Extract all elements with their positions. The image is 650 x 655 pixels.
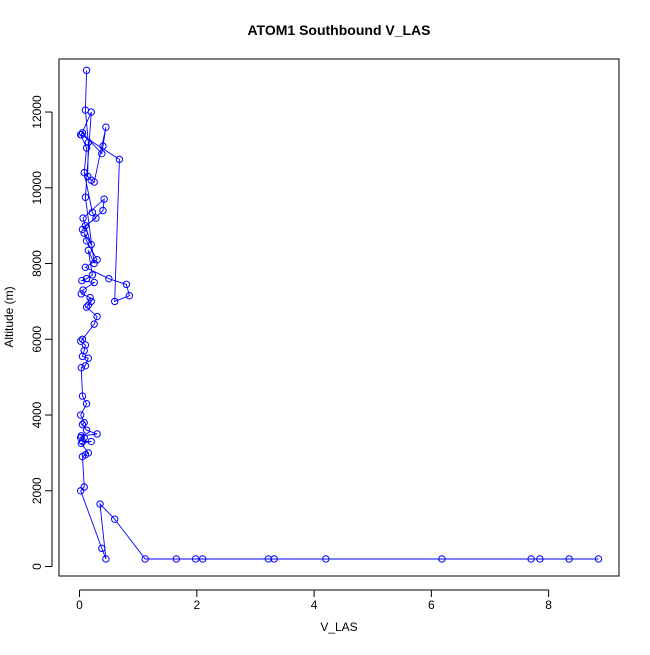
data-point: [84, 354, 93, 362]
data-point: [594, 555, 603, 563]
data-point: [90, 259, 98, 268]
x-tick-label: 8: [545, 598, 552, 612]
data-point: [82, 303, 91, 311]
data-point: [77, 439, 85, 448]
data-point: [105, 274, 113, 283]
data-point: [322, 555, 330, 563]
y-tick-label: 12000: [30, 95, 44, 129]
data-point: [100, 195, 108, 203]
x-tick-label: 2: [193, 598, 200, 612]
data-point: [80, 418, 88, 427]
plot-frame: [58, 58, 620, 577]
data-point: [82, 274, 91, 283]
data-point: [98, 544, 106, 553]
y-tick-label: 0: [30, 563, 44, 570]
data-point: [86, 293, 94, 302]
data-point: [527, 555, 535, 563]
data-point: [80, 434, 88, 442]
data-point: [96, 500, 104, 508]
data-point: [98, 149, 106, 158]
data-point: [79, 214, 87, 222]
data-point: [76, 337, 85, 345]
y-axis: 0 2000 4000 6000 8000 10000 12000: [30, 95, 53, 570]
data-point: [76, 487, 85, 495]
data-point: [78, 335, 87, 343]
y-tick-label: 4000: [30, 401, 44, 428]
data-point: [84, 246, 93, 254]
data-point: [270, 555, 278, 563]
data-point: [438, 555, 446, 563]
data-point: [565, 555, 573, 563]
data-point: [102, 123, 110, 131]
data-point: [82, 426, 91, 434]
y-tick-label: 10000: [30, 171, 44, 205]
data-point: [87, 437, 95, 446]
data-point: [90, 178, 98, 186]
data-point: [264, 555, 273, 563]
data-point: [88, 208, 97, 217]
data-point: [99, 206, 107, 215]
data-point: [79, 286, 87, 294]
data-point: [78, 420, 87, 429]
data-point: [90, 278, 98, 287]
data-point: [77, 290, 85, 298]
data-point: [80, 229, 88, 237]
data-point: [77, 131, 85, 139]
x-axis: 0 2 4 6 8: [76, 589, 552, 612]
data-point: [88, 271, 97, 279]
data-point: [78, 276, 86, 285]
data-point: [81, 263, 90, 272]
data-point: [78, 129, 87, 137]
data-point: [102, 555, 110, 563]
data-point: [93, 312, 101, 321]
x-axis-label: V_LAS: [320, 620, 357, 634]
x-tick-label: 0: [76, 598, 83, 612]
data-point: [84, 301, 93, 309]
data-point: [111, 515, 119, 523]
data-point: [78, 225, 87, 234]
data-point: [191, 555, 200, 563]
x-tick-label: 6: [428, 598, 435, 612]
data-point: [198, 555, 207, 563]
data-point: [82, 399, 91, 408]
data-point: [81, 362, 90, 370]
data-point: [92, 214, 100, 222]
data-point: [82, 144, 91, 152]
data-point: [536, 555, 544, 563]
data-point: [125, 292, 134, 300]
series-layer: [76, 66, 603, 563]
data-point: [99, 142, 107, 150]
y-tick-label: 2000: [30, 477, 44, 504]
data-point: [81, 193, 90, 201]
data-point: [78, 437, 87, 446]
data-point: [122, 280, 131, 289]
data-point: [78, 392, 87, 400]
chart-title: ATOM1 Southbound V_LAS: [247, 22, 430, 38]
data-point: [90, 320, 98, 328]
data-point: [172, 555, 180, 563]
data-point: [76, 411, 85, 419]
data-point: [115, 155, 124, 164]
data-point: [87, 240, 95, 249]
data-point: [82, 66, 91, 75]
data-point: [77, 363, 85, 372]
data-point: [93, 430, 101, 438]
data-point: [78, 452, 87, 461]
data-point: [76, 434, 85, 442]
x-tick-label: 4: [311, 598, 318, 612]
y-axis-label: Altitude (m): [2, 286, 16, 347]
y-tick-label: 6000: [30, 326, 44, 353]
data-point: [111, 297, 119, 306]
data-point: [87, 108, 95, 116]
data-point: [80, 168, 88, 177]
data-point: [82, 237, 91, 245]
data-point: [141, 555, 149, 563]
series-line: [79, 70, 599, 560]
y-tick-label: 8000: [30, 250, 44, 277]
data-point: [81, 341, 90, 349]
